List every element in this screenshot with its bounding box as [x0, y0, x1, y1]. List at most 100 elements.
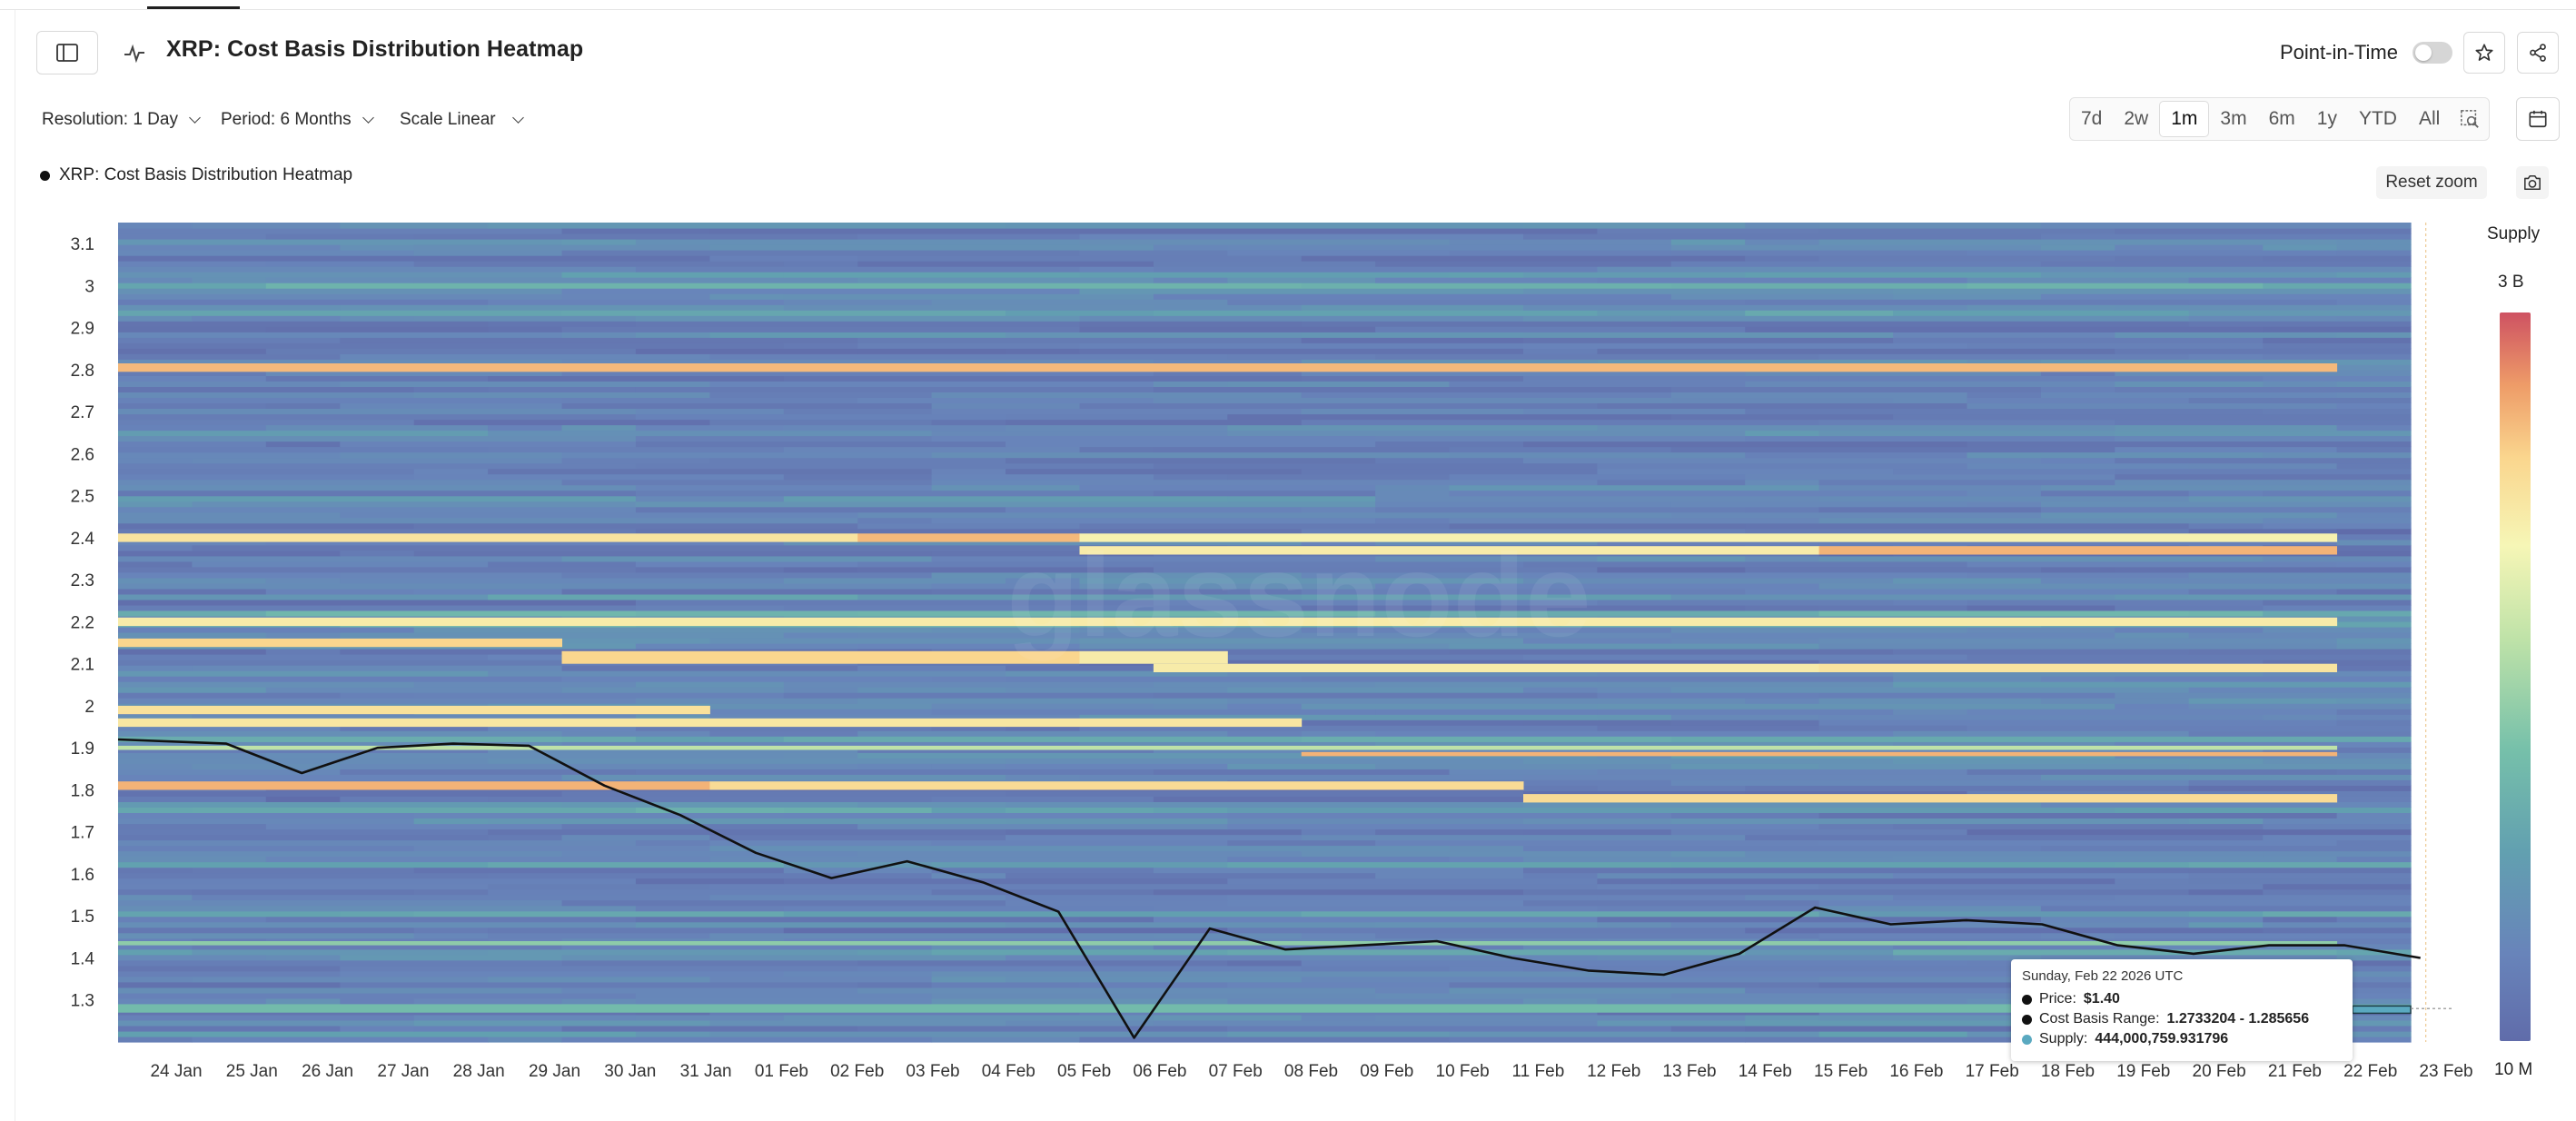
heatmap-cell: [1301, 660, 1820, 666]
heatmap-cell: [1893, 397, 1968, 403]
range-6m-button[interactable]: 6m: [2268, 108, 2295, 129]
period-dropdown[interactable]: Period: 6 Months: [221, 110, 374, 130]
heatmap-band: [1079, 546, 1820, 555]
heatmap-cell: [2115, 370, 2412, 376]
heatmap-cell: [192, 943, 563, 950]
heatmap-cell: [2336, 769, 2412, 775]
heatmap-cell: [2115, 435, 2412, 442]
heatmap-cell: [1301, 528, 1746, 535]
heatmap-cell: [488, 424, 563, 432]
heatmap-cell: [1670, 828, 1968, 836]
heatmap-cell: [635, 599, 1154, 606]
heatmap-cell: [1006, 670, 1228, 677]
range-all-button[interactable]: All: [2418, 108, 2441, 129]
x-tick-label: 04 Feb: [982, 1062, 1035, 1081]
zoom-select-button[interactable]: [2451, 99, 2489, 139]
heatmap-cell: [118, 484, 637, 491]
resolution-dropdown[interactable]: Resolution: 1 Day: [42, 110, 201, 130]
hover-tooltip: Sunday, Feb 22 2026 UTC Price: $1.40 Cost…: [2011, 959, 2353, 1061]
heatmap-cell: [118, 539, 267, 546]
heatmap-cell: [192, 457, 563, 464]
heatmap-cell: [413, 888, 489, 896]
range-1m-button[interactable]: 1m: [2159, 101, 2210, 137]
heatmap-cell: [1079, 228, 1598, 234]
heatmap-cell: [857, 1026, 1228, 1032]
reset-zoom-button[interactable]: Reset zoom: [2376, 166, 2487, 199]
heatmap-cell: [1597, 266, 2115, 273]
heatmap-cell: [1523, 315, 1672, 322]
heatmap-cell: [1375, 610, 1820, 617]
x-tick-label: 03 Feb: [906, 1062, 959, 1081]
heatmap-cell: [488, 927, 785, 934]
heatmap-cell: [709, 736, 785, 742]
heatmap-cell: [2040, 451, 2264, 459]
heatmap-cell: [1153, 916, 1598, 923]
heatmap-cell: [783, 375, 1303, 382]
heatmap-cell: [1893, 676, 2042, 682]
heatmap-cell: [1523, 337, 1894, 343]
heatmap-cell: [783, 812, 1228, 818]
heatmap-cell: [857, 747, 1154, 753]
heatmap-cell: [413, 932, 489, 939]
calendar-button[interactable]: [2516, 97, 2560, 141]
heatmap-cell: [118, 544, 193, 551]
x-tick-label: 07 Feb: [1209, 1062, 1263, 1081]
heatmap-cell: [931, 861, 1228, 868]
heatmap-cell: [118, 670, 489, 677]
chart-legend[interactable]: XRP: Cost Basis Distribution Heatmap: [40, 165, 352, 185]
heatmap-cell: [1818, 660, 2264, 666]
heatmap-cell: [118, 310, 563, 316]
heatmap-cell: [2040, 386, 2115, 392]
heatmap-cell: [783, 473, 933, 481]
share-button[interactable]: [2517, 32, 2559, 74]
heatmap-cell: [2040, 888, 2190, 896]
heatmap-cell: [2336, 856, 2412, 863]
export-image-button[interactable]: [2516, 166, 2549, 199]
heatmap-cell: [118, 867, 193, 874]
heatmap-cell: [1523, 348, 1598, 354]
price-line: [117, 738, 2421, 1039]
heatmap-cell: [2263, 283, 2412, 289]
scale-dropdown[interactable]: Scale Linear: [400, 110, 524, 130]
heatmap-cell: [1375, 987, 1451, 994]
heatmap-cell: [1745, 381, 2115, 387]
range-7d-button[interactable]: 7d: [2081, 108, 2103, 129]
heatmap-cell: [413, 910, 785, 918]
heatmap-cell: [2040, 566, 2115, 573]
heatmap-cell: [1818, 643, 2338, 650]
range-1y-button[interactable]: 1y: [2316, 108, 2337, 129]
heatmap-cell: [2263, 747, 2412, 753]
heatmap-cell: [2188, 921, 2264, 928]
heatmap-cell: [1079, 315, 1524, 322]
heatmap-cell: [561, 687, 785, 693]
heatmap-cell: [561, 228, 710, 234]
range-ytd-button[interactable]: YTD: [2358, 108, 2397, 129]
heatmap-cell: [1597, 539, 1820, 546]
heatmap-cell: [118, 698, 637, 704]
heatmap-cell: [561, 424, 637, 432]
favorite-button[interactable]: [2463, 32, 2505, 74]
heatmap-cell: [1375, 709, 1598, 715]
heatmap-cell: [488, 725, 637, 731]
heatmap-cell: [2336, 528, 2412, 535]
heatmap-cell: [635, 698, 858, 704]
heatmap-cell: [1523, 687, 1598, 693]
heatmap-cell: [1818, 555, 2264, 562]
point-in-time-toggle[interactable]: [2413, 42, 2452, 64]
heatmap-cell: [1079, 1037, 1451, 1043]
heatmap-cell: [1893, 599, 1968, 606]
heatmap-cell: [265, 326, 489, 332]
heatmap-cell: [1523, 288, 1894, 294]
heatmap-cell: [1375, 763, 1672, 769]
toggle-sidebar-button[interactable]: [36, 31, 98, 74]
x-tick-label: 25 Jan: [226, 1062, 278, 1081]
heatmap-cell: [340, 337, 858, 343]
heatmap-cell: [118, 1037, 193, 1043]
range-2w-button[interactable]: 2w: [2124, 108, 2149, 129]
heatmap-cell: [1301, 359, 1598, 365]
heatmap-cell: [1449, 522, 1746, 530]
heatmap-cell: [635, 441, 1006, 448]
heatmap-cell: [931, 479, 1080, 486]
range-3m-button[interactable]: 3m: [2220, 108, 2247, 129]
